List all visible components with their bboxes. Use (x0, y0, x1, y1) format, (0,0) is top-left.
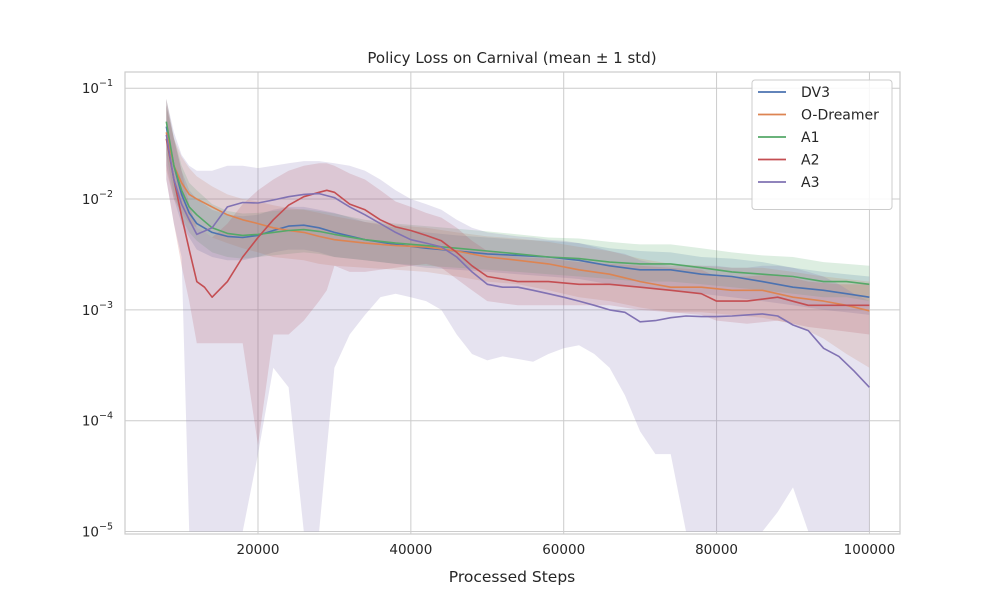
y-tick-exponent: −4 (99, 411, 113, 422)
x-tick-label: 20000 (237, 542, 280, 558)
series-line-a3 (165, 134, 870, 388)
legend-label: O-Dreamer (801, 108, 879, 124)
y-tick-exponent: −3 (99, 300, 113, 311)
x-tick-label: 60000 (542, 542, 585, 558)
y-tick-label: 10 −5 (82, 522, 113, 541)
x-tick-labels: 20000 40000 60000 80000 100000 (237, 542, 896, 558)
legend-item-o-dreamer[interactable]: O-Dreamer (758, 108, 879, 124)
plot-frame (124, 71, 901, 535)
std-band-o-dreamer (166, 105, 870, 368)
y-tick-label: 10 −3 (82, 300, 113, 319)
series-line-a2 (165, 138, 870, 307)
x-tick-label: 40000 (389, 542, 432, 558)
legend-item-dv3[interactable]: DV3 (758, 85, 830, 101)
legend-box (751, 79, 893, 210)
legend-item-a3[interactable]: A3 (758, 175, 819, 191)
chart-title: Policy Loss on Carnival (mean ± 1 std) (367, 49, 656, 67)
legend-label: A1 (801, 130, 819, 146)
std-band-dv3 (166, 105, 870, 315)
y-tick-base: 10 (82, 414, 99, 430)
std-band-a3 (166, 98, 870, 532)
y-tick-exponent: −2 (99, 189, 113, 200)
legend-label: DV3 (801, 85, 830, 101)
series-line-a1 (165, 121, 870, 286)
std-band-a2 (166, 98, 870, 446)
y-tick-exponent: −5 (99, 522, 113, 533)
y-tick-labels: 10−510−410−310−210−1 (82, 78, 113, 540)
y-tick-label: 10 −1 (82, 78, 113, 97)
legend[interactable]: DV3 O-Dreamer A1 A2 A3 (751, 79, 893, 210)
legend-item-a1[interactable]: A1 (758, 130, 819, 146)
y-tick-base: 10 (82, 192, 99, 208)
y-tick-exponent: −1 (99, 78, 113, 89)
x-tick-label: 100000 (844, 542, 896, 558)
y-tick-label: 10 −4 (82, 411, 113, 430)
y-tick-base: 10 (82, 81, 99, 97)
x-axis-label: Processed Steps (449, 568, 575, 586)
std-bands (166, 98, 870, 532)
mean-lines (165, 121, 870, 388)
std-band-a1 (166, 98, 870, 302)
series-line-o-dreamer (165, 132, 870, 312)
legend-label: A3 (801, 175, 819, 191)
y-tick-base: 10 (82, 525, 99, 541)
x-tick-label: 80000 (695, 542, 738, 558)
legend-item-a2[interactable]: A2 (758, 153, 819, 169)
y-tick-base: 10 (82, 303, 99, 319)
legend-label: A2 (801, 153, 819, 169)
y-tick-label: 10 −2 (82, 189, 113, 208)
